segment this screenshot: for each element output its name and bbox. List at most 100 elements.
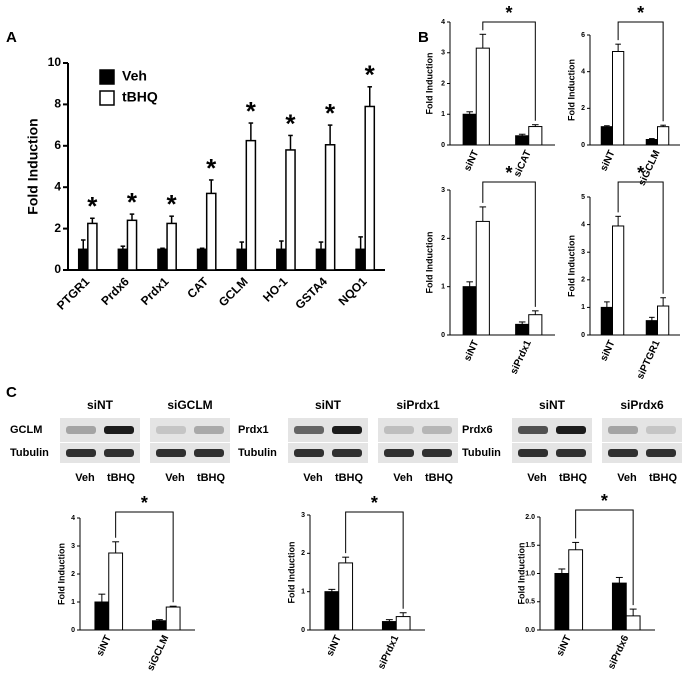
y-tick-label: 0 [71,627,75,634]
x-tick-label: Prdx1 [138,274,172,308]
x-tick-label: siPrdx1 [376,633,401,671]
bar [475,220,490,336]
y-tick-label: 4 [581,221,585,228]
y-axis-label: Fold Induction [516,543,526,605]
bar [338,562,354,631]
x-tick-label: siNT [598,149,617,173]
x-tick-label: siNT [462,149,481,173]
y-tick-label: 4 [54,179,61,193]
significance-mark: * [637,163,644,183]
y-tick-label: 4 [71,515,75,522]
blot-lane-label: tBHQ [649,472,678,484]
blot-lane-label: tBHQ [197,472,226,484]
blot-band [294,426,324,434]
legend-swatch [99,90,115,106]
bar [611,582,627,631]
y-tick-label: 0 [441,332,445,339]
y-tick-label: 1 [71,599,75,606]
blot-row-label: GCLM [10,424,42,436]
bar [395,616,411,631]
blot-band [646,426,676,434]
blot-lane-label: Veh [303,472,323,484]
bar [77,248,89,271]
y-axis-label: Fold Induction [424,232,434,294]
y-tick-label: 1 [301,589,305,596]
panel-label: A [6,29,17,46]
y-tick-label: 1 [441,284,445,291]
significance-bracket [617,181,664,294]
blot-image [602,418,682,442]
bar [612,51,625,146]
y-tick-label: 6 [54,138,61,152]
x-tick-label: siCAT [512,149,534,179]
x-tick-label: siNT [462,339,481,363]
bar [645,139,658,146]
blot-group-label: siPrdx1 [396,398,440,412]
bar [276,248,287,271]
y-tick-label: 0 [581,142,585,149]
blot-group-label: siNT [539,398,566,412]
y-tick-label: 2 [441,235,445,242]
y-tick-label: 2 [441,80,445,87]
blot-band [556,426,586,434]
y-tick-label: 1 [581,304,585,311]
blot-lane-label: tBHQ [559,472,588,484]
blot-lane-label: tBHQ [425,472,454,484]
blot-row-label: Tubulin [462,447,501,459]
blot-image [602,443,682,463]
blot-band [66,449,96,457]
blot-image [512,443,592,463]
legend-swatch [99,69,115,85]
blot-band [194,449,224,457]
bar [236,248,248,271]
blot-band [194,426,224,434]
significance-bracket [575,509,634,606]
blot-band [646,449,676,457]
blot-image [150,418,230,442]
significance-mark: * [167,189,178,219]
bar [645,320,658,336]
x-tick-label: siPTGR1 [635,338,663,381]
significance-bracket [115,511,174,603]
bar [528,126,543,146]
x-tick-label: Prdx6 [98,274,132,308]
significance-bracket [617,21,664,122]
bar [165,606,181,631]
y-tick-label: 0 [581,332,585,339]
significance-mark: * [127,187,138,217]
blot-band [156,426,186,434]
blot-lane-label: Veh [527,472,547,484]
x-tick-label: siPrdx6 [606,633,631,671]
bar [87,222,98,271]
blot-band [384,426,414,434]
y-tick-label: 6 [581,32,585,39]
blot-row-label: Prdx1 [238,424,269,436]
bar [657,126,670,146]
y-tick-label: 5 [581,194,585,201]
bar [324,591,340,631]
blot-band [518,426,548,434]
y-tick-label: 3 [581,249,585,256]
bar [285,149,296,271]
bar [151,620,167,631]
panel-label: C [6,384,17,401]
bar [94,601,110,631]
y-tick-label: 3 [71,543,75,550]
blot-group-label: siGCLM [167,398,212,412]
legend-label: Veh [122,68,147,84]
blot-group-label: siNT [315,398,342,412]
significance-mark: * [141,493,148,513]
blot-band [104,449,134,457]
bar [528,314,543,336]
bar [515,323,530,336]
bar [381,621,397,631]
y-tick-label: 0 [301,627,305,634]
blot-band [104,426,134,434]
significance-bracket [482,181,536,307]
blot-band [66,426,96,434]
bar [245,139,257,271]
x-tick-label: siGCLM [145,634,171,673]
blot-row-label: Prdx6 [462,424,493,436]
y-tick-label: 0 [54,262,61,276]
